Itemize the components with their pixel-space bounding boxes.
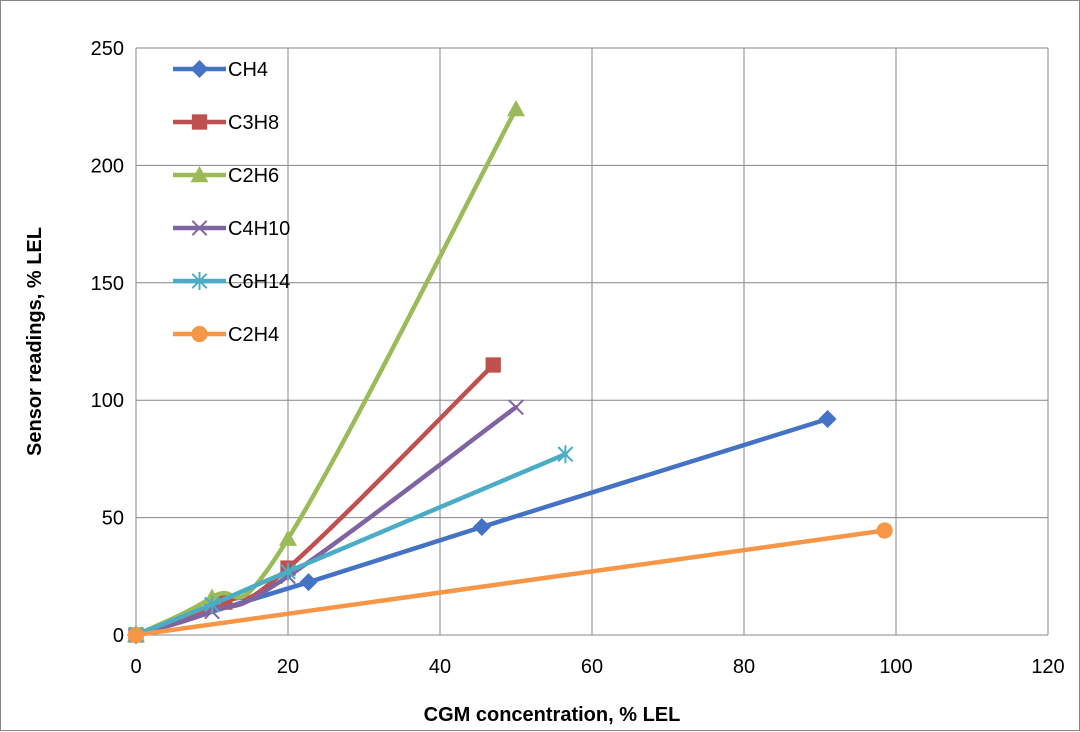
marker-diamond	[818, 409, 837, 428]
marker-star	[557, 445, 574, 464]
marker-triangle	[507, 100, 525, 117]
y-tick-label: 250	[91, 38, 124, 60]
x-tick-label: 60	[581, 656, 603, 678]
series-line	[133, 451, 568, 638]
y-tick-label: 0	[113, 625, 124, 647]
marker-diamond	[472, 517, 491, 536]
series-line	[133, 362, 496, 638]
legend: CH4 C3H8 C2H6 C4H10 C6H14 C2H4	[173, 59, 290, 346]
marker-x	[191, 220, 208, 236]
y-tick-label: 50	[102, 508, 124, 530]
series-c2h6	[127, 100, 525, 643]
x-axis-title: CGM concentration, % LEL	[424, 704, 681, 726]
legend-item: C3H8	[173, 112, 279, 134]
y-tick-label: 200	[91, 155, 124, 177]
marker-diamond	[190, 60, 209, 78]
data-series	[127, 100, 893, 644]
marker-star	[280, 562, 296, 581]
legend-item: C2H6	[173, 165, 279, 187]
legend-item: C6H14	[173, 271, 290, 293]
series-line	[133, 106, 519, 638]
marker-triangle	[190, 166, 209, 183]
legend-label: C6H14	[228, 271, 290, 293]
marker-circle	[876, 522, 893, 539]
legend-label: C2H4	[228, 324, 279, 346]
y-axis-title: Sensor readings, % LEL	[24, 227, 46, 456]
y-tick-label: 150	[91, 273, 124, 295]
x-tick-label: 120	[1031, 656, 1064, 678]
marker-square	[485, 357, 501, 373]
legend-label: CH4	[228, 59, 268, 81]
x-tick-label: 80	[733, 656, 755, 678]
x-tick-label: 40	[429, 656, 451, 678]
marker-x	[508, 399, 524, 416]
marker-triangle	[279, 529, 297, 546]
tick-labels: 0 20 40 60 80 100 120 0 50 100 150 200 250	[91, 38, 1065, 678]
x-tick-label: 100	[879, 656, 912, 678]
legend-item: C4H10	[173, 218, 290, 240]
marker-star	[191, 272, 208, 290]
x-tick-label: 20	[277, 656, 299, 678]
legend-label: C2H6	[228, 165, 279, 187]
series-c2h4	[127, 522, 893, 644]
series-ch4	[127, 409, 837, 644]
marker-diamond	[299, 573, 318, 592]
legend-item: C2H4	[173, 324, 279, 346]
legend-label: C4H10	[228, 218, 290, 240]
grid-lines	[135, 47, 1049, 636]
x-tick-label: 0	[130, 656, 141, 678]
series-c4h10	[128, 399, 524, 643]
series-line	[133, 404, 519, 638]
y-tick-label: 100	[91, 390, 124, 412]
marker-circle	[191, 325, 208, 343]
marker-star	[204, 595, 220, 614]
legend-label: C3H8	[228, 112, 279, 134]
legend-item: CH4	[173, 59, 268, 81]
marker-circle	[127, 626, 145, 644]
series-line	[133, 528, 887, 638]
marker-square	[191, 114, 208, 130]
